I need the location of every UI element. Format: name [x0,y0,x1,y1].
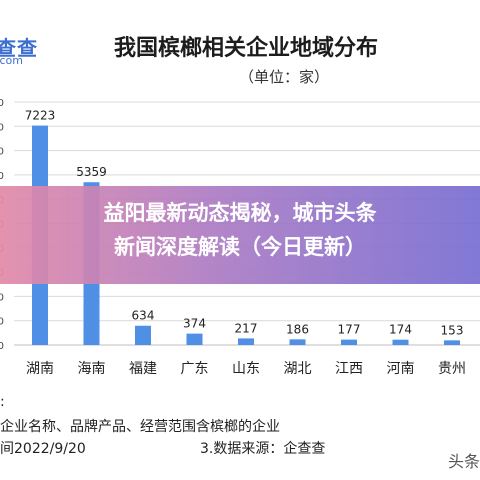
y-tick-label: 0 [0,147,4,158]
bar-江西 [341,339,357,345]
category-label: 河南 [387,361,415,377]
bar-河南 [392,339,409,345]
category-label: 海南 [78,361,106,377]
watermark: 头条 [448,452,480,471]
category-label: 广东 [181,361,209,377]
bar-value-label: 7223 [25,109,56,123]
bar-value-label: 374 [183,317,206,331]
headline-line-2: 新闻深度解读（今日更新） [114,235,366,259]
y-tick-label: 0 [0,98,4,109]
headline-banner [0,186,480,284]
y-tick-label: 0 [0,341,4,352]
note-line-1: : [0,394,5,410]
bar-value-label: 177 [338,323,361,337]
headline-line-1: 益阳最新动态揭秘，城市头条 [103,201,377,225]
note-source: 3.数据来源：企查查 [200,441,326,457]
bar-value-label: 153 [441,323,464,337]
logo-domain: .com [0,54,23,67]
bar-value-label: 634 [132,309,155,323]
y-tick-label: 0 [0,171,4,182]
category-label: 湖北 [284,361,312,377]
y-tick-label: 0 [0,292,4,303]
note-line-2: 企业名称、品牌产品、经营范围含槟榔的企业 [0,419,280,435]
category-label: 福建 [129,361,157,377]
bar-value-label: 174 [389,323,412,337]
chart-title: 我国槟榔相关企业地域分布 [114,36,379,61]
headline[interactable]: 益阳最新动态揭秘，城市头条 新闻深度解读（今日更新） [0,196,480,264]
note-line-3: 间2022/9/20 [0,441,86,457]
category-label: 山东 [232,361,260,377]
bar-value-label: 5359 [76,165,107,179]
bar-value-label: 186 [286,322,309,336]
y-tick-label: 0 [0,122,4,133]
bar-广东 [186,333,203,345]
bar-福建 [135,325,151,345]
y-tick-label: 0 [0,317,4,328]
category-label: 江西 [335,361,363,377]
bar-山东 [238,338,254,345]
category-label: 贵州 [438,361,466,377]
bar-value-label: 217 [235,321,258,335]
logo: 查查 [0,36,38,60]
chart-subtitle: （单位：家） [238,68,329,86]
bar-贵州 [444,340,460,345]
category-label: 湖南 [26,361,54,377]
bar-湖北 [289,339,306,345]
